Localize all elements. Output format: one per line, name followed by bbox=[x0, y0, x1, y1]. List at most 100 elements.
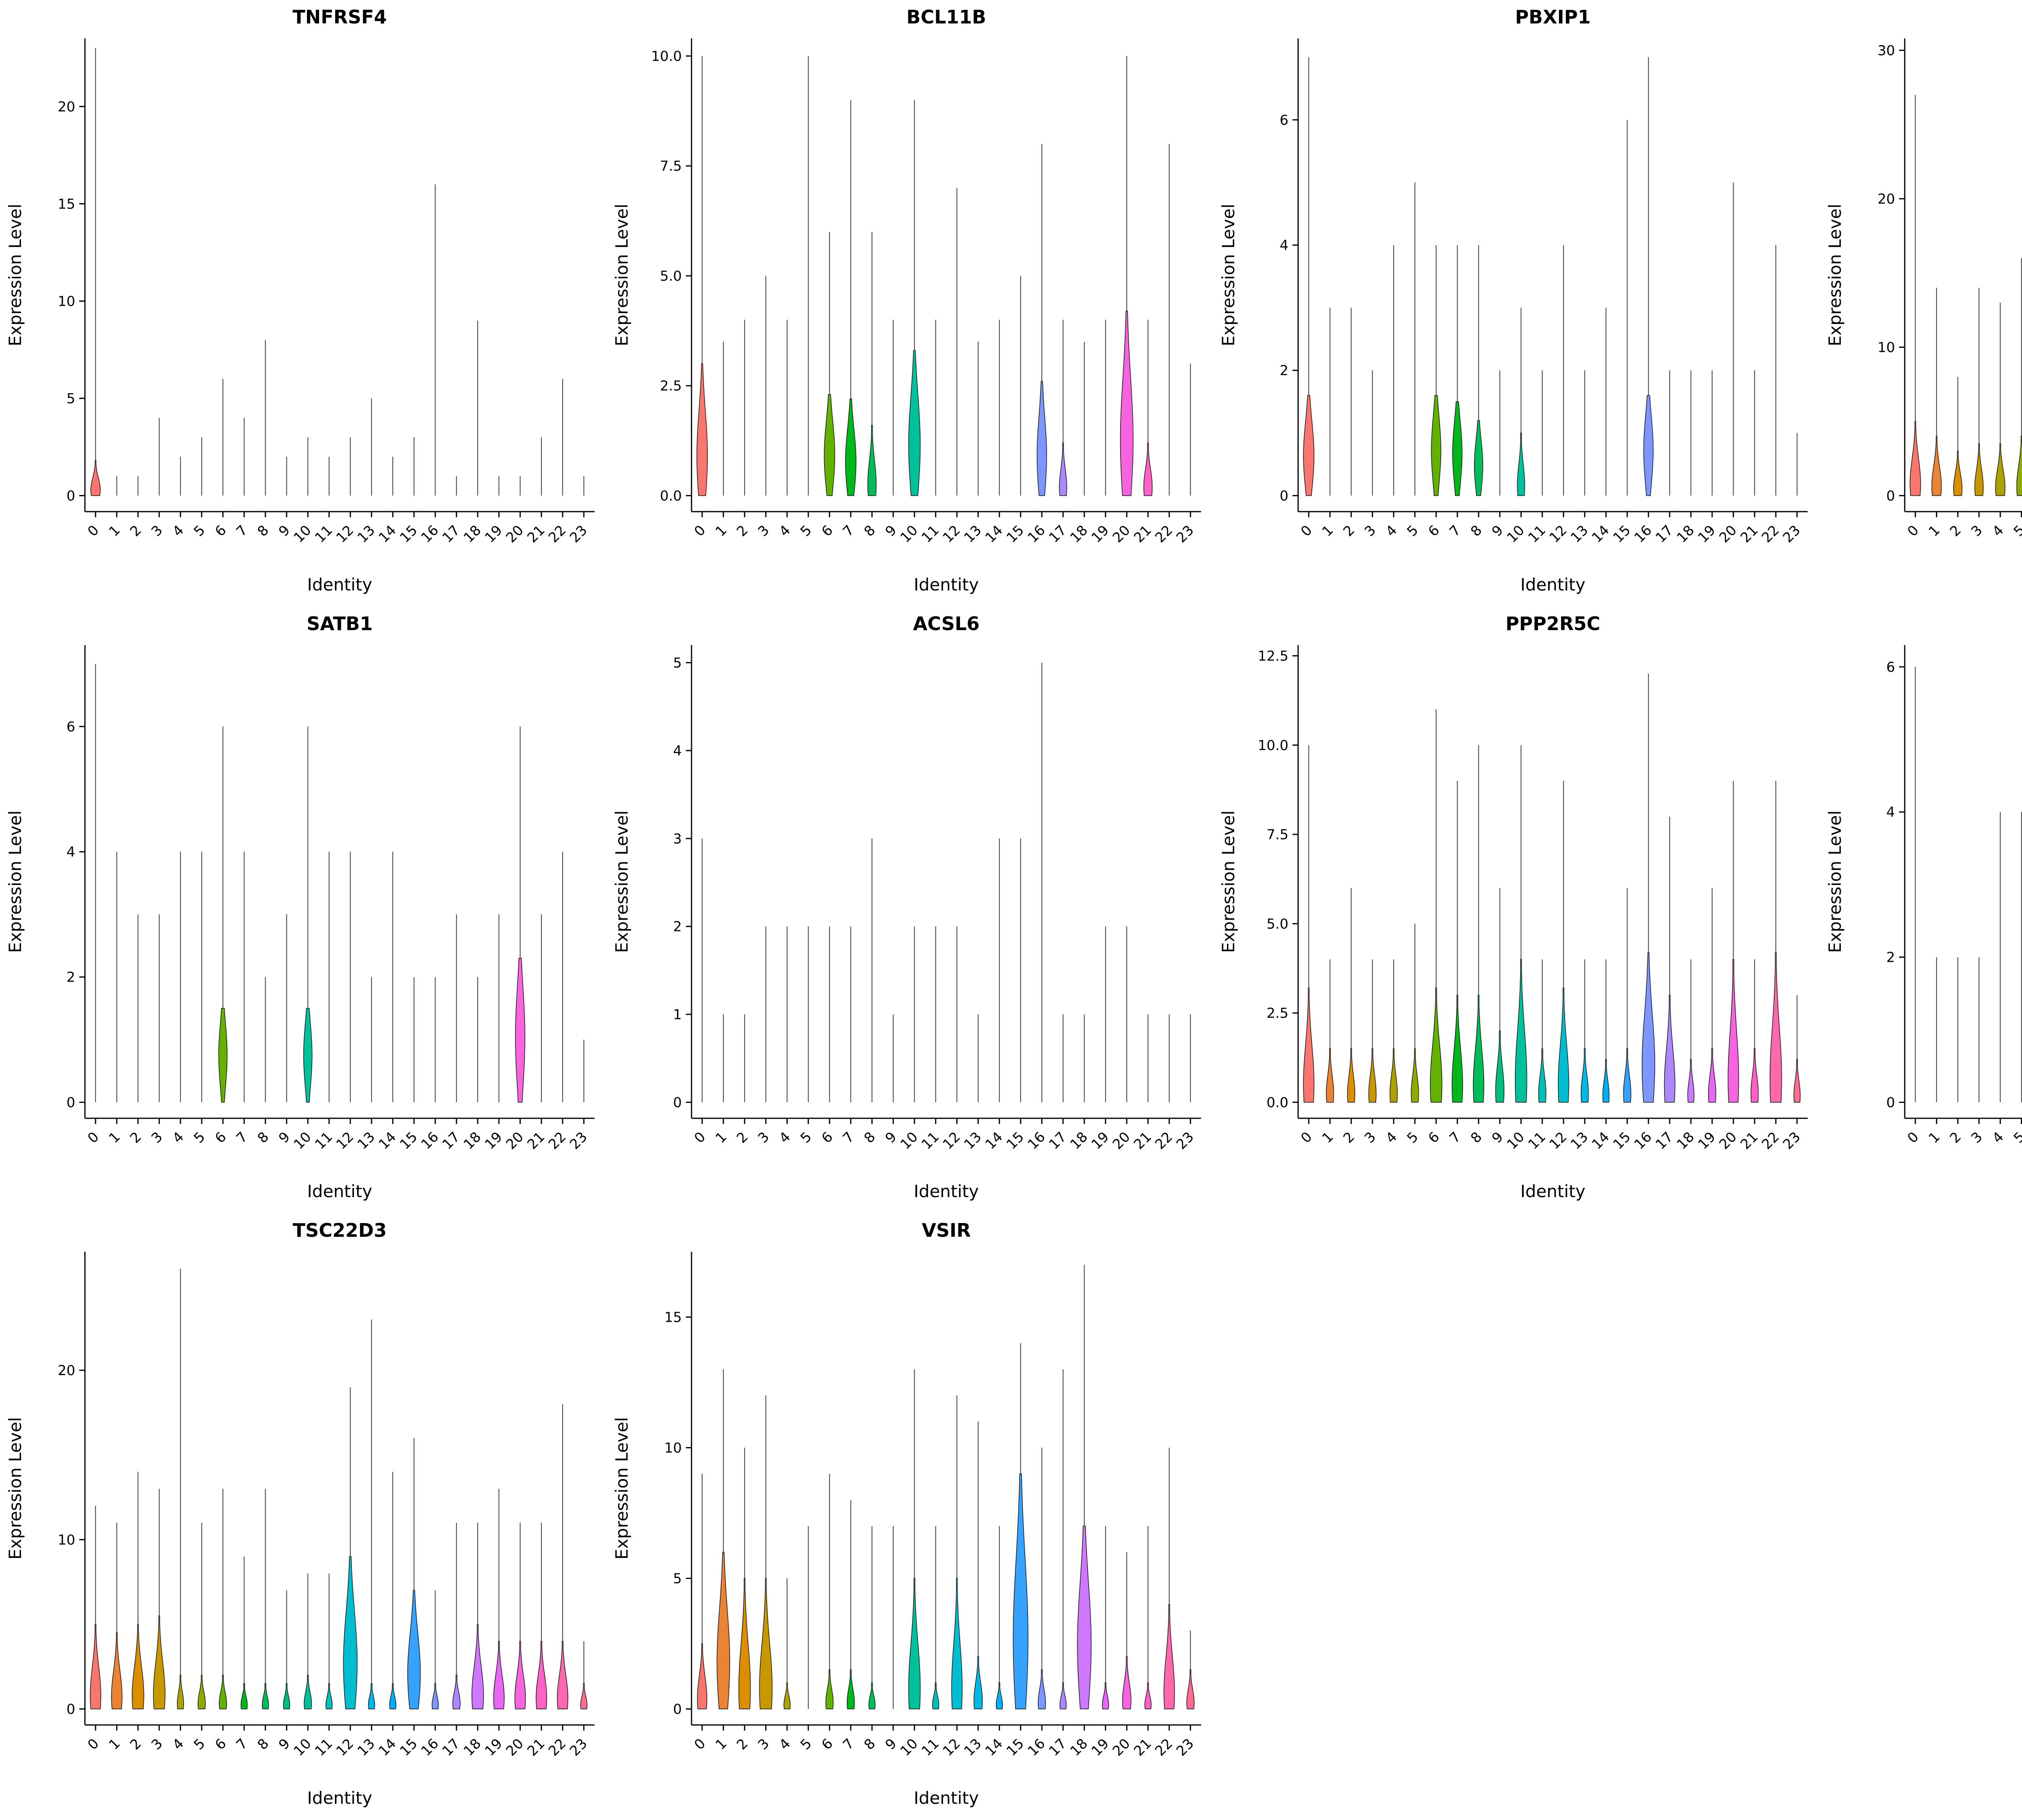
x-tick-label: 13 bbox=[961, 1735, 985, 1759]
x-tick-label: 5 bbox=[2011, 1129, 2022, 1147]
x-tick-label: 10 bbox=[897, 1735, 921, 1759]
violin-body-cluster-20 bbox=[515, 958, 525, 1103]
x-tick-label: 19 bbox=[1695, 522, 1719, 546]
x-tick-label: 6 bbox=[819, 522, 836, 540]
violin-body-cluster-17 bbox=[1664, 995, 1675, 1103]
x-tick-label: 0 bbox=[691, 1735, 709, 1753]
x-tick-label: 7 bbox=[233, 1735, 251, 1753]
x-tick-label: 5 bbox=[2011, 522, 2022, 540]
x-tick-label: 3 bbox=[1362, 1129, 1379, 1147]
violin-body-cluster-2 bbox=[1953, 451, 1963, 496]
x-tick-label: 21 bbox=[1131, 1129, 1155, 1153]
y-tick-label: 1 bbox=[673, 1007, 682, 1023]
violin-body-cluster-17 bbox=[1059, 442, 1067, 496]
x-tick-label: 3 bbox=[148, 522, 166, 540]
x-tick-label: 0 bbox=[691, 522, 709, 540]
x-tick-label: 14 bbox=[376, 1129, 400, 1153]
y-tick-label: 0 bbox=[673, 1094, 682, 1111]
violin-body-cluster-7 bbox=[846, 1669, 855, 1710]
x-tick-label: 22 bbox=[546, 1129, 569, 1153]
x-tick-label: 6 bbox=[819, 1129, 836, 1147]
x-tick-label: 1 bbox=[713, 1735, 730, 1753]
x-tick-label: 8 bbox=[861, 1735, 879, 1753]
violin-body-cluster-19 bbox=[493, 1641, 505, 1710]
plot-area: 0102030012345678910111213141516171819202… bbox=[1878, 38, 2022, 540]
x-tick-label: 19 bbox=[482, 1129, 506, 1153]
violin-body-cluster-7 bbox=[1452, 401, 1463, 496]
x-tick-label: 12 bbox=[940, 1735, 964, 1759]
x-tick-label: 2 bbox=[734, 1735, 751, 1753]
x-tick-label: 4 bbox=[169, 1129, 187, 1147]
y-tick-label: 4 bbox=[1886, 804, 1895, 821]
violin-body-cluster-18 bbox=[1687, 1059, 1694, 1103]
violin-body-cluster-8 bbox=[1473, 995, 1485, 1103]
x-tick-label: 1 bbox=[1926, 1129, 1944, 1147]
x-tick-label: 0 bbox=[1298, 522, 1316, 540]
violin-body-cluster-13 bbox=[1580, 1048, 1589, 1103]
x-tick-label: 4 bbox=[169, 522, 187, 540]
x-tick-label: 2 bbox=[127, 522, 145, 540]
violin-body-cluster-10 bbox=[908, 350, 921, 496]
violin-body-cluster-13 bbox=[973, 1656, 983, 1710]
x-tick-label: 12 bbox=[940, 522, 964, 546]
x-tick-label: 13 bbox=[354, 1129, 378, 1153]
violin-body-cluster-18 bbox=[1077, 1526, 1092, 1710]
x-tick-label: 21 bbox=[1131, 522, 1155, 546]
x-tick-label: 18 bbox=[461, 1129, 484, 1153]
violin-panel-tnfrsf4: TNFRSF4 Expression Level Identity 0 5 10 15… bbox=[0, 0, 607, 607]
y-tick-label: 0.0 bbox=[1267, 1094, 1288, 1111]
x-tick-label: 15 bbox=[397, 1129, 421, 1153]
x-tick-label: 4 bbox=[1989, 522, 2007, 540]
y-tick-label: 10 bbox=[58, 293, 75, 309]
x-tick-label: 9 bbox=[882, 1129, 900, 1147]
x-tick-label: 21 bbox=[524, 522, 548, 546]
y-tick-label: 15 bbox=[664, 1309, 682, 1325]
x-tick-label: 16 bbox=[1025, 1129, 1049, 1153]
x-tick-label: 16 bbox=[1025, 522, 1049, 546]
x-tick-label: 12 bbox=[333, 1735, 357, 1759]
violin-body-cluster-3 bbox=[759, 1578, 773, 1710]
panel-title: TNFRSF4 bbox=[292, 6, 387, 28]
x-tick-label: 22 bbox=[546, 522, 569, 546]
violin-body-cluster-18 bbox=[472, 1624, 484, 1710]
x-tick-label: 23 bbox=[1173, 522, 1197, 546]
violin-body-cluster-1 bbox=[111, 1632, 123, 1710]
violin-body-cluster-17 bbox=[1060, 1682, 1067, 1710]
y-tick-label: 10 bbox=[1878, 339, 1895, 356]
y-tick-label: 5 bbox=[673, 655, 682, 671]
y-tick-label: 4 bbox=[66, 844, 75, 860]
x-tick-label: 17 bbox=[1046, 1735, 1070, 1759]
x-tick-label: 21 bbox=[524, 1735, 548, 1759]
x-tick-label: 0 bbox=[85, 1129, 102, 1147]
violin-body-cluster-3 bbox=[1368, 1048, 1377, 1103]
x-tick-label: 20 bbox=[1716, 1129, 1740, 1153]
violin-body-cluster-20 bbox=[1120, 311, 1134, 496]
violin-body-cluster-3 bbox=[1974, 443, 1984, 496]
x-tick-label: 11 bbox=[918, 522, 942, 546]
x-tick-label: 2 bbox=[1947, 1129, 1965, 1147]
x-tick-label: 19 bbox=[482, 522, 506, 546]
violin-body-cluster-12 bbox=[1558, 988, 1569, 1103]
x-tick-label: 13 bbox=[961, 1129, 985, 1153]
panel-title: BCL11B bbox=[906, 6, 986, 28]
violin-body-cluster-17 bbox=[452, 1674, 461, 1710]
x-tick-label: 0 bbox=[1904, 1129, 1922, 1147]
x-tick-label: 0 bbox=[691, 1129, 709, 1147]
x-tick-label: 1 bbox=[1926, 522, 1944, 540]
x-tick-label: 8 bbox=[861, 522, 879, 540]
violin-body-cluster-8 bbox=[262, 1683, 269, 1710]
x-tick-label: 23 bbox=[1780, 1129, 1804, 1153]
y-tick-label: 6 bbox=[66, 719, 75, 735]
x-tick-label: 4 bbox=[1383, 522, 1400, 540]
x-tick-label: 20 bbox=[1716, 522, 1740, 546]
x-tick-label: 0 bbox=[85, 1735, 102, 1753]
x-tick-label: 5 bbox=[1404, 1129, 1422, 1147]
x-tick-label: 2 bbox=[1947, 522, 1965, 540]
violin-body-cluster-2 bbox=[738, 1578, 751, 1710]
y-tick-label: 10 bbox=[664, 1440, 682, 1456]
violin-body-cluster-0 bbox=[90, 460, 101, 496]
y-tick-label: 2.5 bbox=[660, 378, 682, 394]
x-tick-label: 22 bbox=[546, 1735, 569, 1759]
